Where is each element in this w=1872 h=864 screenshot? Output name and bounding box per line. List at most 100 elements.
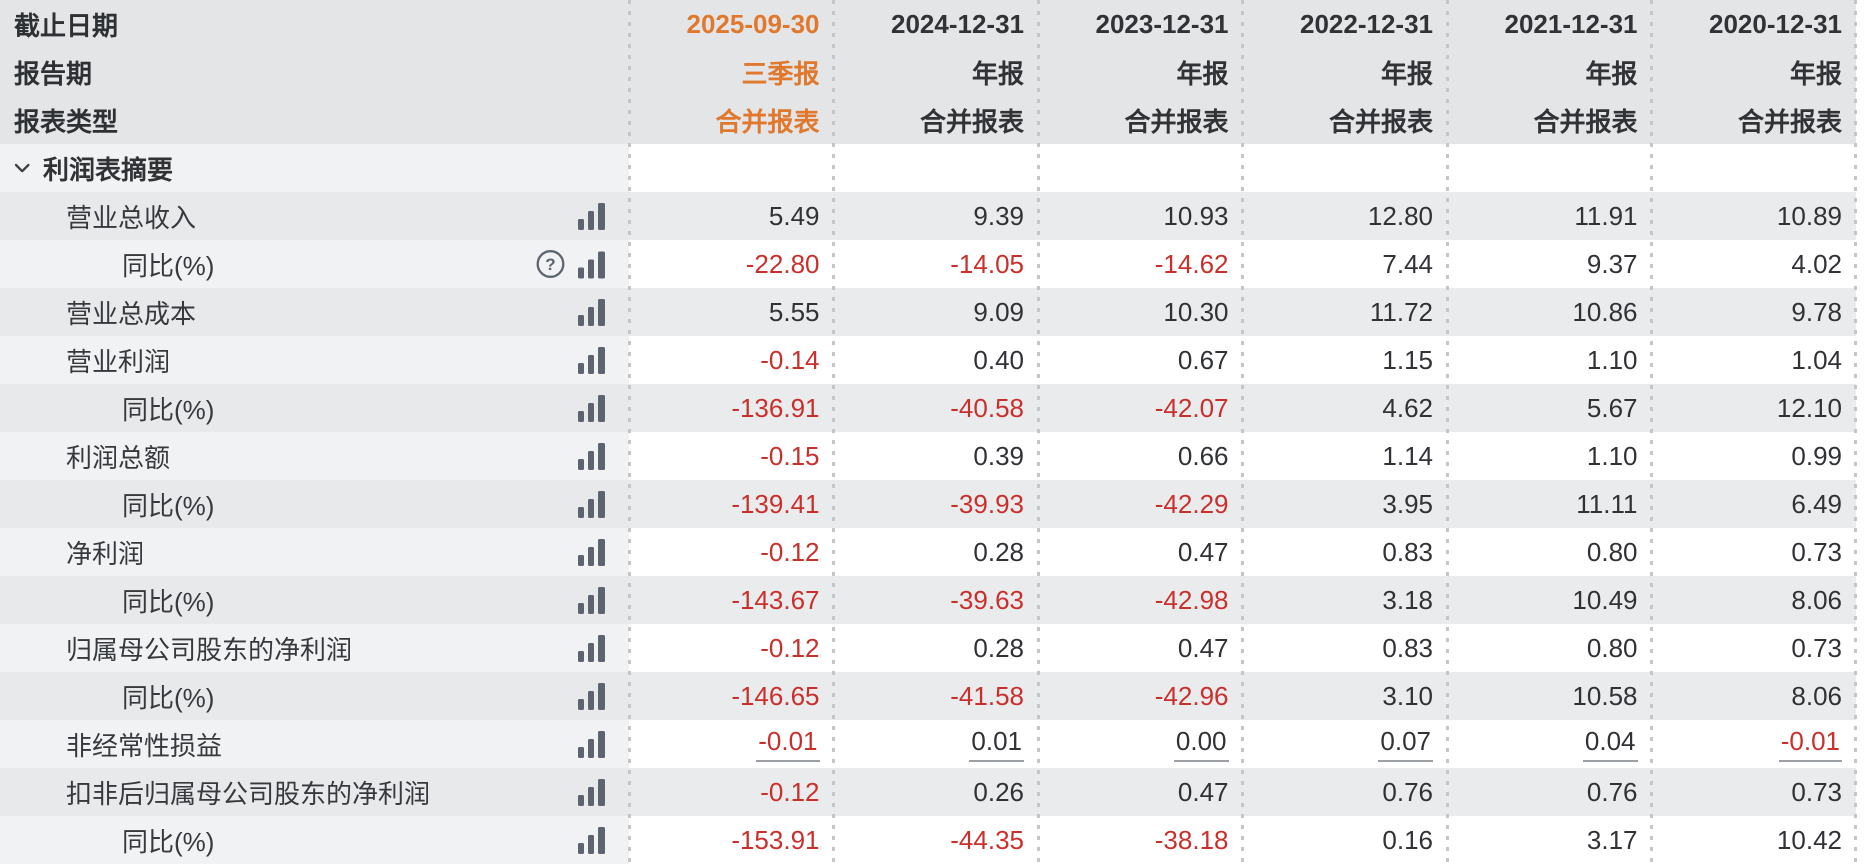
row-label-cell: 同比(%): [0, 384, 629, 432]
value-cell[interactable]: 0.07: [1243, 720, 1448, 768]
value-cell: -42.07: [1154, 392, 1229, 423]
bar-chart-icon[interactable]: [577, 538, 607, 566]
row-label-cell: 同比(%): [0, 672, 629, 720]
table-row: 非经常性损益 -0.01 0.01 0.00 0.07 0.04 -0.01: [0, 720, 1856, 768]
value-cell: 0.83: [1382, 536, 1433, 567]
value-cell[interactable]: 0.04: [1447, 720, 1652, 768]
value-cell: 0.73: [1791, 632, 1842, 663]
bar-chart-icon[interactable]: [577, 346, 607, 374]
table-row: 同比(%) -153.91 -44.35 -38.18 0.16 3.17 10…: [0, 816, 1856, 864]
value-cell: -39.63: [950, 584, 1024, 615]
value-cell: 10.30: [1163, 296, 1229, 327]
bar-chart-icon[interactable]: [577, 202, 607, 230]
column-date[interactable]: 2021-12-31: [1504, 8, 1638, 39]
column-date[interactable]: 2023-12-31: [1095, 8, 1229, 39]
header-label-text: 报表类型: [14, 106, 119, 137]
value-cell: 7.44: [1382, 248, 1433, 279]
value-cell: 11.91: [1574, 200, 1638, 231]
value-cell: -14.62: [1154, 248, 1229, 279]
section-toggle[interactable]: 利润表摘要: [0, 144, 629, 192]
header-label: 报表类型: [0, 96, 629, 144]
table-row: 同比(%) -136.91 -40.58 -42.07 4.62 5.67 12…: [0, 384, 1856, 432]
header-label: 截止日期: [0, 0, 629, 48]
bar-chart-icon[interactable]: [577, 490, 607, 518]
column-date[interactable]: 2022-12-31: [1300, 8, 1433, 39]
value-cell: 9.37: [1586, 248, 1638, 279]
report-period: 年报: [971, 58, 1024, 89]
value-cell: 0.67: [1177, 344, 1229, 375]
table-row: 净利润 -0.12 0.28 0.47 0.83 0.80 0.73: [0, 528, 1856, 576]
value-cell: 1.15: [1382, 344, 1433, 375]
bar-chart-icon[interactable]: [577, 442, 607, 470]
value-cell: 0.28: [973, 632, 1024, 663]
row-label: 同比(%): [122, 250, 215, 281]
value-cell: -22.80: [745, 248, 820, 279]
row-label-cell: 扣非后归属母公司股东的净利润: [0, 768, 629, 816]
bar-chart-icon[interactable]: [577, 826, 607, 854]
row-label-cell: 净利润: [0, 528, 629, 576]
value-cell: -139.41: [731, 488, 820, 519]
value-cell: 10.93: [1163, 200, 1229, 231]
report-period: 年报: [1585, 58, 1638, 89]
value-cell: -0.14: [760, 344, 820, 375]
value-cell: 1.10: [1586, 440, 1638, 471]
column-date[interactable]: 2025-09-30: [686, 8, 820, 39]
value-cell: -44.35: [950, 824, 1024, 855]
value-cell[interactable]: 0.00: [1038, 720, 1243, 768]
bar-chart-icon[interactable]: [577, 634, 607, 662]
question-circle-icon[interactable]: [536, 250, 565, 279]
value-cell: -14.05: [950, 248, 1024, 279]
row-label: 同比(%): [122, 682, 215, 713]
value-cell: -41.58: [950, 680, 1024, 711]
value-cell: 10.86: [1572, 296, 1638, 327]
bar-chart-icon[interactable]: [577, 298, 607, 326]
row-label: 利润总额: [66, 442, 171, 473]
bar-chart-icon[interactable]: [577, 586, 607, 614]
value-cell[interactable]: -0.01: [1652, 720, 1857, 768]
row-label-cell: 营业总收入: [0, 192, 629, 240]
report-type: 合并报表: [919, 106, 1024, 137]
table-row: 同比(%) -146.65 -41.58 -42.96 3.10 10.58 8…: [0, 672, 1856, 720]
table-row: 扣非后归属母公司股东的净利润 -0.12 0.26 0.47 0.76 0.76…: [0, 768, 1856, 816]
value-cell: 3.10: [1382, 680, 1433, 711]
bar-chart-icon[interactable]: [577, 394, 607, 422]
value-cell: 3.18: [1382, 584, 1433, 615]
report-period: 年报: [1176, 58, 1229, 89]
section-title: 利润表摘要: [43, 154, 174, 185]
value-cell: -40.58: [950, 392, 1024, 423]
value-cell: 5.55: [768, 296, 820, 327]
value-cell: 8.06: [1791, 680, 1842, 711]
bar-chart-icon[interactable]: [577, 682, 607, 710]
value-cell: -39.93: [950, 488, 1024, 519]
header-row-end-date: 截止日期 2025-09-30 2024-12-31 2023-12-31 20…: [0, 0, 1856, 48]
row-label: 扣非后归属母公司股东的净利润: [66, 778, 431, 809]
column-date[interactable]: 2024-12-31: [891, 8, 1024, 39]
bar-chart-icon[interactable]: [577, 778, 607, 806]
value-cell: 0.47: [1177, 776, 1229, 807]
value-cell[interactable]: -0.01: [629, 720, 834, 768]
row-label: 同比(%): [122, 490, 215, 521]
chevron-down-icon: [14, 163, 31, 174]
row-label-cell: 同比(%): [0, 240, 629, 288]
value-cell: 8.06: [1791, 584, 1842, 615]
value-cell: 0.80: [1586, 536, 1638, 567]
row-label: 同比(%): [122, 826, 215, 857]
value-cell: 5.67: [1586, 392, 1638, 423]
bar-chart-icon[interactable]: [577, 250, 607, 278]
report-type: 合并报表: [1737, 106, 1842, 137]
bar-chart-icon[interactable]: [577, 730, 607, 758]
value-cell[interactable]: 0.01: [834, 720, 1039, 768]
value-cell: 11.11: [1576, 488, 1638, 519]
value-cell: -143.67: [731, 584, 820, 615]
row-label: 同比(%): [122, 586, 215, 617]
report-type: 合并报表: [1328, 106, 1433, 137]
value-cell: 0.73: [1791, 536, 1842, 567]
table-row: 归属母公司股东的净利润 -0.12 0.28 0.47 0.83 0.80 0.…: [0, 624, 1856, 672]
table-row: 营业总成本 5.55 9.09 10.30 11.72 10.86 9.78: [0, 288, 1856, 336]
column-date[interactable]: 2020-12-31: [1709, 8, 1842, 39]
value-cell: 6.49: [1791, 488, 1842, 519]
section-row-income-statement: 利润表摘要: [0, 144, 1856, 192]
value-cell: 9.78: [1791, 296, 1842, 327]
value-cell: 1.10: [1586, 344, 1638, 375]
